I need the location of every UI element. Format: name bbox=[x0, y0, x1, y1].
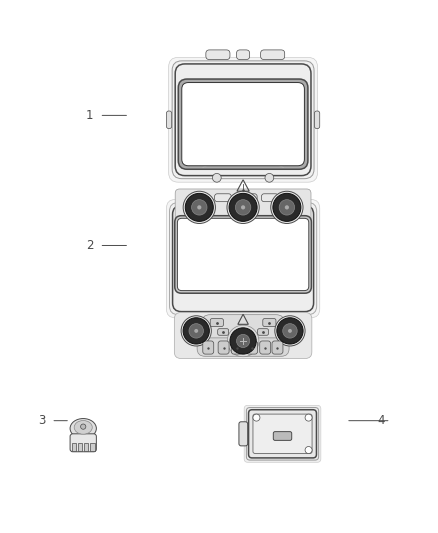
Circle shape bbox=[189, 324, 203, 338]
FancyBboxPatch shape bbox=[258, 329, 268, 335]
FancyBboxPatch shape bbox=[175, 64, 311, 175]
Bar bbox=[84, 443, 88, 451]
FancyBboxPatch shape bbox=[244, 405, 321, 462]
FancyBboxPatch shape bbox=[206, 50, 230, 60]
FancyBboxPatch shape bbox=[218, 329, 229, 335]
FancyBboxPatch shape bbox=[210, 319, 223, 327]
FancyBboxPatch shape bbox=[175, 216, 311, 293]
Circle shape bbox=[265, 173, 274, 182]
Circle shape bbox=[194, 329, 198, 333]
Circle shape bbox=[237, 334, 250, 348]
Circle shape bbox=[183, 191, 215, 223]
FancyBboxPatch shape bbox=[247, 194, 257, 201]
FancyBboxPatch shape bbox=[70, 434, 96, 452]
Circle shape bbox=[229, 193, 257, 221]
FancyBboxPatch shape bbox=[166, 199, 320, 318]
Text: 3: 3 bbox=[38, 414, 45, 427]
Circle shape bbox=[181, 316, 211, 346]
Circle shape bbox=[230, 328, 256, 354]
FancyBboxPatch shape bbox=[261, 50, 285, 60]
FancyBboxPatch shape bbox=[215, 194, 231, 201]
FancyBboxPatch shape bbox=[272, 341, 283, 354]
FancyBboxPatch shape bbox=[260, 341, 271, 354]
FancyBboxPatch shape bbox=[249, 410, 316, 458]
Circle shape bbox=[227, 191, 259, 223]
FancyBboxPatch shape bbox=[170, 203, 317, 314]
Circle shape bbox=[253, 414, 260, 421]
Text: 1: 1 bbox=[86, 109, 94, 122]
FancyBboxPatch shape bbox=[203, 341, 214, 354]
Circle shape bbox=[235, 200, 251, 215]
Circle shape bbox=[185, 193, 213, 221]
FancyBboxPatch shape bbox=[218, 341, 229, 354]
Circle shape bbox=[212, 173, 221, 182]
Circle shape bbox=[197, 205, 201, 209]
Bar bbox=[90, 443, 95, 451]
FancyBboxPatch shape bbox=[172, 61, 314, 179]
FancyBboxPatch shape bbox=[182, 83, 304, 166]
FancyBboxPatch shape bbox=[246, 408, 319, 460]
FancyBboxPatch shape bbox=[237, 50, 250, 60]
FancyBboxPatch shape bbox=[178, 79, 308, 169]
Ellipse shape bbox=[70, 418, 96, 438]
FancyBboxPatch shape bbox=[197, 338, 289, 356]
FancyBboxPatch shape bbox=[314, 111, 320, 128]
Circle shape bbox=[183, 318, 209, 344]
FancyBboxPatch shape bbox=[201, 314, 285, 352]
FancyBboxPatch shape bbox=[239, 422, 248, 446]
Circle shape bbox=[283, 324, 297, 338]
Circle shape bbox=[81, 424, 86, 429]
FancyBboxPatch shape bbox=[273, 432, 292, 440]
Circle shape bbox=[241, 205, 245, 209]
Circle shape bbox=[305, 414, 312, 421]
Circle shape bbox=[285, 205, 289, 209]
FancyBboxPatch shape bbox=[166, 111, 172, 128]
Bar bbox=[78, 443, 82, 451]
Circle shape bbox=[271, 191, 303, 223]
Circle shape bbox=[288, 329, 292, 333]
FancyBboxPatch shape bbox=[177, 219, 309, 290]
Circle shape bbox=[275, 316, 305, 346]
FancyBboxPatch shape bbox=[231, 341, 242, 354]
Circle shape bbox=[273, 193, 301, 221]
Circle shape bbox=[227, 325, 259, 357]
Circle shape bbox=[277, 318, 303, 344]
Ellipse shape bbox=[74, 421, 92, 434]
FancyBboxPatch shape bbox=[263, 319, 276, 327]
FancyBboxPatch shape bbox=[174, 312, 312, 359]
FancyBboxPatch shape bbox=[175, 189, 311, 229]
FancyBboxPatch shape bbox=[169, 58, 318, 182]
Circle shape bbox=[305, 447, 312, 454]
FancyBboxPatch shape bbox=[253, 414, 312, 454]
Text: 2: 2 bbox=[86, 239, 94, 252]
Circle shape bbox=[279, 200, 295, 215]
FancyBboxPatch shape bbox=[173, 206, 314, 312]
FancyBboxPatch shape bbox=[247, 341, 258, 354]
FancyBboxPatch shape bbox=[261, 194, 278, 201]
Text: 4: 4 bbox=[377, 414, 385, 427]
Bar bbox=[72, 443, 76, 451]
Circle shape bbox=[191, 200, 207, 215]
